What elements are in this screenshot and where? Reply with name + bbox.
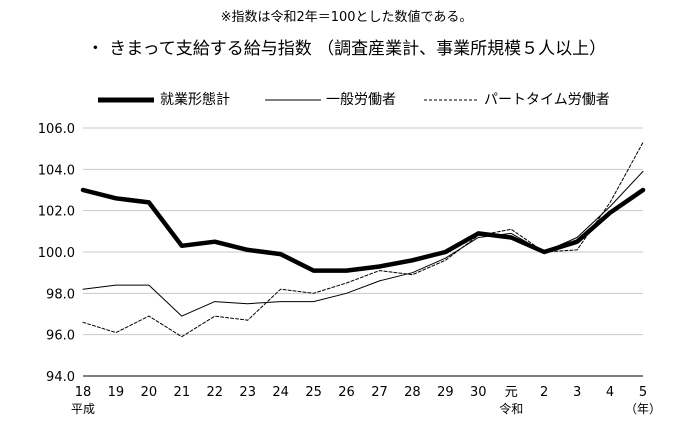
x-tick-label: 23 xyxy=(239,385,256,400)
x-tick-label: 25 xyxy=(305,385,322,400)
x-tick-label: 19 xyxy=(108,385,125,400)
y-tick-label: 96.0 xyxy=(46,329,75,344)
x-tick-label: 20 xyxy=(141,385,158,400)
x-tick-label: 24 xyxy=(272,385,289,400)
y-tick-label: 98.0 xyxy=(46,287,75,302)
era-label: 令和 xyxy=(499,401,523,416)
legend-swatch-total xyxy=(98,97,154,103)
x-tick-label: 5 xyxy=(639,385,647,400)
x-tick-label: 26 xyxy=(338,385,355,400)
y-tick-label: 94.0 xyxy=(46,370,75,385)
series-line-regular xyxy=(82,170,644,317)
x-tick-label: 22 xyxy=(206,385,223,400)
x-tick-label: 29 xyxy=(437,385,454,400)
x-tick-label: 27 xyxy=(371,385,388,400)
y-tick-label: 106.0 xyxy=(38,122,75,137)
x-tick-label: 30 xyxy=(470,385,487,400)
legend-label-regular: 一般労働者 xyxy=(326,92,396,108)
legend-label-total: 就業形態計 xyxy=(160,92,230,108)
x-tick-label: 元 xyxy=(505,385,518,400)
legend-label-parttime: パートタイム労働者 xyxy=(484,92,610,108)
chart-legend: 就業形態計 一般労働者 パートタイム労働者 xyxy=(0,88,693,112)
x-tick-label: 2 xyxy=(540,385,548,400)
y-tick-label: 100.0 xyxy=(38,246,75,261)
chart-title: ・ きまって支給する給与指数 （調査産業計、事業所規模５人以上） xyxy=(86,39,607,59)
x-tick-label: 3 xyxy=(573,385,581,400)
x-tick-label: 4 xyxy=(606,385,614,400)
y-tick-label: 102.0 xyxy=(38,205,75,220)
legend-swatch-regular xyxy=(265,99,321,101)
legend-swatch-parttime xyxy=(424,99,478,101)
x-axis-unit: （年） xyxy=(625,402,661,416)
series-line-total xyxy=(80,187,646,273)
y-tick-label: 104.0 xyxy=(38,163,75,178)
era-label: 平成 xyxy=(71,402,95,416)
index-note: ※指数は令和2年＝100とした数値である。 xyxy=(220,10,473,25)
x-tick-label: 18 xyxy=(75,385,92,400)
x-tick-label: 28 xyxy=(404,385,421,400)
x-tick-label: 21 xyxy=(174,385,191,400)
series-line-parttime xyxy=(82,142,644,338)
